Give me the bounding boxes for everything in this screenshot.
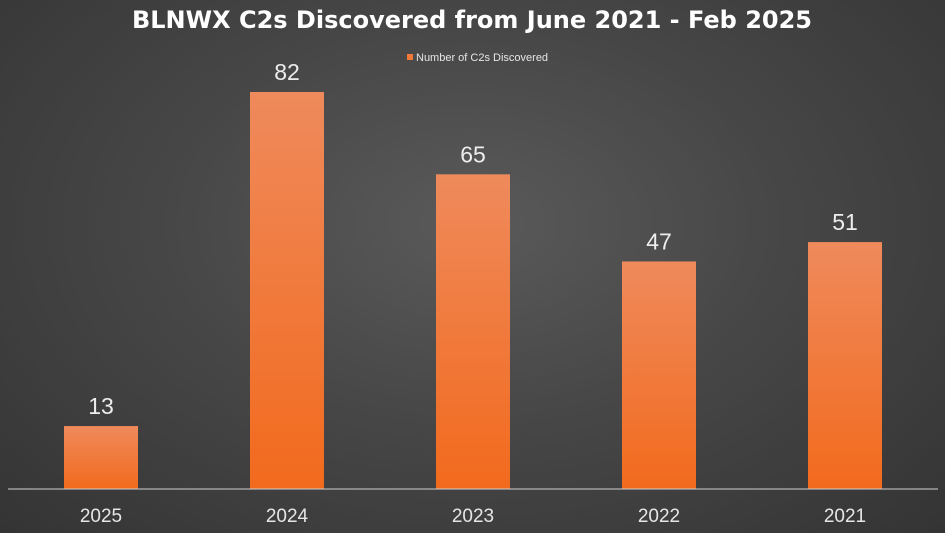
data-label-2025: 13 xyxy=(88,393,114,419)
data-label-2023: 65 xyxy=(460,141,486,167)
bar-2021 xyxy=(808,242,882,489)
legend-swatch xyxy=(407,54,413,60)
x-tick-label-2025: 2025 xyxy=(80,506,122,527)
x-axis-ticks: 2025 2024 2023 2022 2021 xyxy=(80,506,866,527)
legend: Number of C2s Discovered xyxy=(407,52,548,64)
x-tick-label-2024: 2024 xyxy=(266,506,309,527)
x-tick-label-2023: 2023 xyxy=(452,506,494,527)
x-tick-label-2022: 2022 xyxy=(638,506,680,527)
bar-2022 xyxy=(622,261,696,489)
bars-group: 13 82 65 47 51 xyxy=(64,59,882,489)
x-tick-label-2021: 2021 xyxy=(824,506,866,527)
legend-label: Number of C2s Discovered xyxy=(416,52,548,64)
chart-title: BLNWX C2s Discovered from June 2021 - Fe… xyxy=(132,6,812,34)
bar-2025 xyxy=(64,426,138,489)
data-label-2021: 51 xyxy=(832,209,858,235)
data-label-2022: 47 xyxy=(646,228,672,254)
bar-2024 xyxy=(250,92,324,489)
data-label-2024: 82 xyxy=(274,59,300,85)
bar-2023 xyxy=(436,174,510,489)
